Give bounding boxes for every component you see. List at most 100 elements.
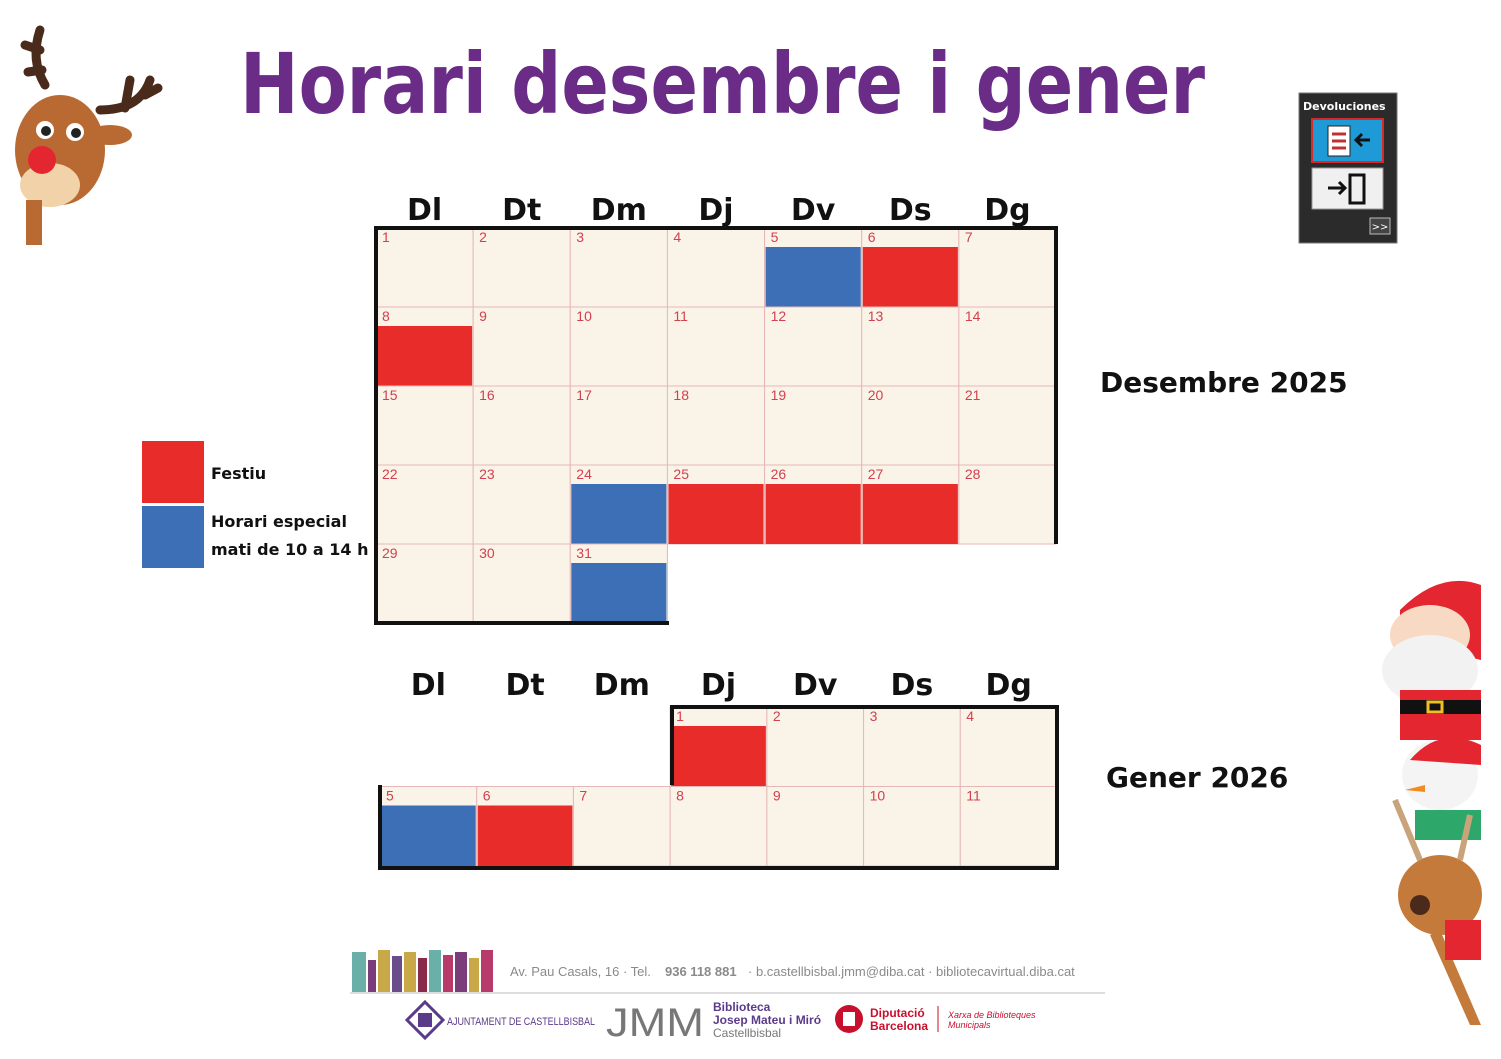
day-number: 12: [771, 308, 787, 324]
book-spines: [352, 950, 493, 992]
day-number: 3: [576, 229, 584, 245]
day-cell: [764, 306, 863, 387]
day-cell: [666, 306, 766, 387]
day-number: 8: [676, 788, 684, 804]
reindeer-decoration: [15, 25, 163, 245]
day-cell: [766, 786, 865, 867]
day-number: 4: [966, 708, 974, 724]
weekday: Dm: [594, 668, 650, 703]
day-cell: [472, 227, 571, 308]
phone: 936 118 881: [665, 964, 737, 979]
day-number: 17: [576, 387, 592, 403]
returns-widget: Devoluciones >>: [1298, 92, 1398, 244]
contact: · b.castellbisbal.jmm@diba.cat · bibliot…: [748, 964, 1075, 979]
day-number: 11: [673, 308, 688, 324]
day-cell: [861, 385, 960, 466]
day-cell: [958, 227, 1057, 308]
day-cell: [863, 786, 961, 867]
exit-button[interactable]: [1311, 167, 1384, 210]
day-cell: [569, 385, 668, 466]
day-number: 4: [673, 229, 681, 245]
day-number: 10: [576, 308, 592, 324]
day-highlight: [765, 484, 861, 544]
day-cell: [861, 306, 960, 387]
address: Av. Pau Casals, 16 · Tel.: [510, 964, 651, 979]
day-cell: [569, 306, 668, 387]
weekday: Dg: [984, 193, 1030, 228]
day-number: 25: [673, 466, 689, 482]
day-number: 10: [870, 788, 886, 804]
december-outline-bottom: [374, 530, 669, 625]
day-number: 15: [382, 387, 398, 403]
jmm-logo: JMM: [606, 1001, 704, 1045]
day-cell: [572, 786, 671, 867]
footer: Av. Pau Casals, 16 · Tel. 936 118 881 · …: [350, 950, 1105, 1045]
day-number: 1: [676, 708, 684, 724]
day-cell: [764, 385, 863, 466]
day-number: 28: [965, 466, 981, 482]
weekday: Dt: [505, 668, 544, 703]
day-number: 21: [965, 387, 981, 403]
day-number: 1: [382, 229, 390, 245]
weekday: Ds: [889, 193, 932, 228]
day-cell: [863, 706, 961, 787]
january-outline: [378, 705, 1059, 870]
library-line: Castellbisbal: [713, 1026, 781, 1040]
day-number: 27: [868, 466, 884, 482]
santa-decoration: [1382, 580, 1482, 1025]
day-cell: [375, 227, 474, 308]
day-cell: [472, 543, 571, 624]
xarxa: Xarxa de Biblioteques: [947, 1010, 1036, 1020]
day-number: 7: [579, 788, 587, 804]
legend-label: mati de 10 a 14 h: [211, 540, 368, 559]
day-number: 30: [479, 545, 495, 561]
library-line: Biblioteca: [713, 1000, 771, 1014]
widget-title: Devoluciones: [1303, 100, 1386, 113]
day-number: 26: [771, 466, 787, 482]
day-highlight: [377, 326, 473, 386]
day-cell: [569, 227, 668, 308]
day-number: 19: [771, 387, 787, 403]
day-number: 6: [868, 229, 876, 245]
weekday: Ds: [891, 668, 934, 703]
month-label: Desembre 2025: [1100, 366, 1348, 399]
day-number: 5: [771, 229, 779, 245]
day-highlight: [571, 484, 667, 544]
day-number: 5: [386, 788, 394, 804]
day-number: 6: [483, 788, 491, 804]
day-cell: [666, 227, 766, 308]
more-label[interactable]: >>: [1372, 222, 1389, 233]
weekday: Dv: [793, 668, 838, 703]
day-number: 9: [773, 788, 781, 804]
december-outline: [374, 226, 1058, 544]
day-number: 7: [965, 229, 973, 245]
day-cell: [472, 306, 571, 387]
more-button[interactable]: >>: [1369, 217, 1391, 235]
diputacio: Barcelona: [870, 1019, 928, 1033]
day-highlight: [477, 805, 573, 866]
xarxa: Municipals: [948, 1020, 991, 1030]
return-books-button[interactable]: [1311, 118, 1384, 163]
day-number: 23: [479, 466, 495, 482]
legend-label: Festiu: [211, 464, 266, 483]
day-number: 11: [966, 788, 981, 804]
day-highlight: [671, 726, 766, 787]
legend-label: Horari especial: [211, 512, 347, 531]
day-cell: [766, 706, 865, 787]
day-cell: [958, 306, 1057, 387]
day-number: 24: [576, 466, 592, 482]
day-cell: [959, 706, 1058, 787]
legend-swatch: [142, 506, 204, 568]
day-highlight: [668, 484, 764, 544]
day-number: 8: [382, 308, 390, 324]
library-line: Josep Mateu i Miró: [713, 1013, 821, 1027]
day-number: 9: [479, 308, 487, 324]
weekday: Dl: [411, 668, 446, 703]
title: Horari desembre i gener: [240, 35, 1205, 133]
day-number: 14: [965, 308, 981, 324]
day-cell: [958, 385, 1057, 466]
day-cell: [669, 786, 768, 867]
legend-swatch: [142, 441, 204, 503]
